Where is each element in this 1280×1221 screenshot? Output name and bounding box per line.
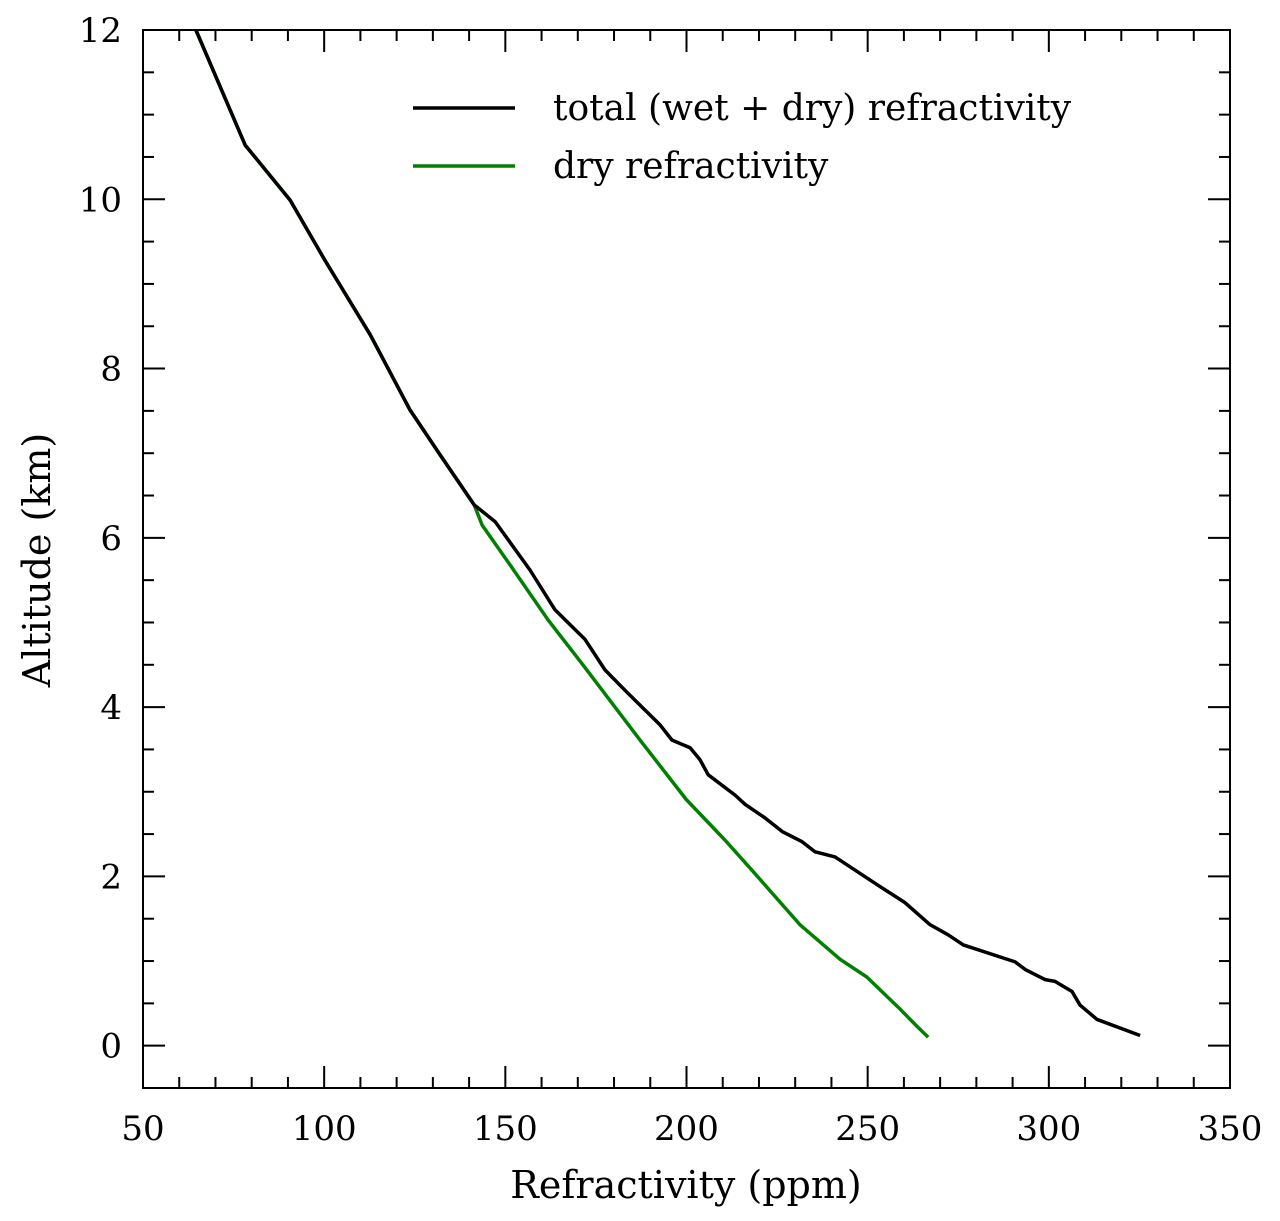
- legend: total (wet + dry) refractivity dry refrac…: [413, 88, 1072, 187]
- x-axis-label: Refractivity (ppm): [510, 1163, 861, 1207]
- x-tick-labels: 50 100 150 200 250 300 350: [121, 1109, 1262, 1149]
- legend-label: total (wet + dry) refractivity: [553, 88, 1072, 129]
- y-tick-label: 10: [79, 180, 122, 220]
- x-tick-label: 200: [654, 1109, 719, 1149]
- y-axis-label: Altitude (km): [15, 433, 59, 688]
- legend-label: dry refractivity: [553, 146, 829, 187]
- series-lines: [194, 29, 1141, 1039]
- y-tick-label: 4: [100, 688, 122, 728]
- plot-frame: [142, 29, 1231, 1089]
- y-tick-label: 2: [100, 857, 122, 897]
- series-line: [194, 29, 1141, 1038]
- y-tick-labels: 0 2 4 6 8 10 12: [79, 11, 122, 1067]
- x-tick-label: 300: [1016, 1109, 1081, 1149]
- y-tick-label: 6: [100, 519, 122, 559]
- x-tick-label: 100: [292, 1109, 357, 1149]
- y-tick-label: 0: [100, 1027, 122, 1067]
- y-tick-label: 8: [100, 350, 122, 390]
- x-tick-label: 250: [835, 1109, 900, 1149]
- x-tick-label: 350: [1198, 1109, 1263, 1149]
- axis-ticks: [142, 29, 1231, 1088]
- x-tick-label: 50: [121, 1109, 164, 1149]
- x-tick-label: 150: [473, 1109, 538, 1149]
- y-tick-label: 12: [79, 11, 122, 51]
